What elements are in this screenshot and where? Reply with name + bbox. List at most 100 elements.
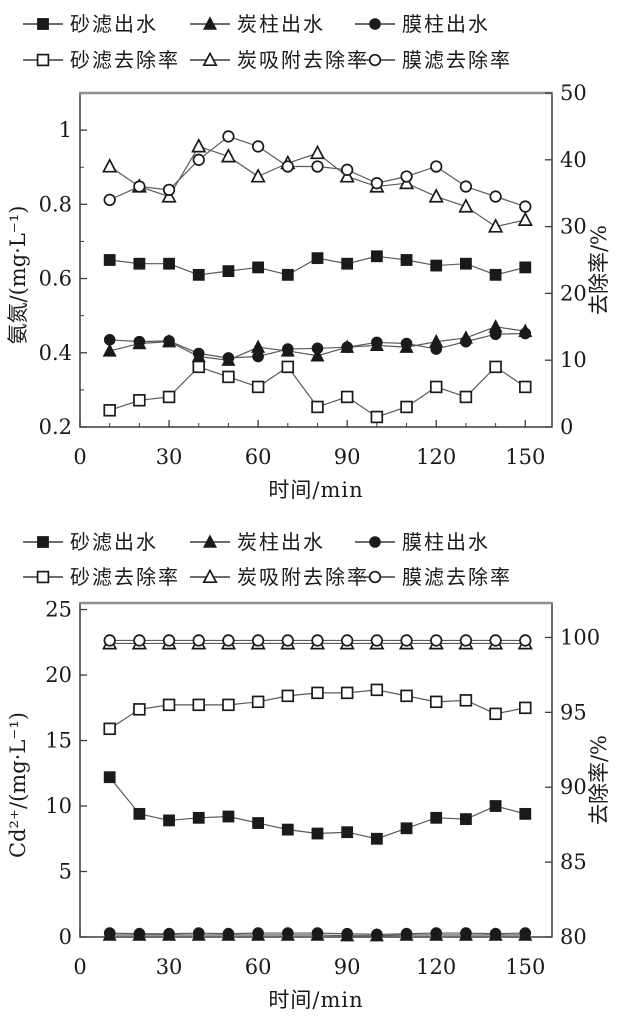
data-point-sand-removal [251,380,265,394]
data-point-sand-effluent [103,771,116,784]
data-point-sand-effluent [192,811,205,824]
y-left-tick-label: 0.4 [39,341,72,365]
data-point-sand-removal [162,390,176,404]
y-right-tick-label: 90 [560,775,587,799]
y-right-axis-title: 去除率/% [587,735,611,825]
data-point-carbon-effluent [102,343,117,357]
data-point-membrane-effluent [460,335,472,348]
data-point-sand-removal [311,686,324,700]
x-tick-label: 120 [416,955,456,979]
legend-label-sand-removal: 砂滤去除率 [70,48,180,72]
y-right-axis: 0 10 20 30 40 50 去除率/% [545,81,611,439]
legend-item-sand-effluent: 砂滤出水 [23,530,156,554]
legend-label-carbon-removal: 炭吸附去除率 [237,565,369,589]
data-point-carbon-effluent [251,339,266,353]
data-point-membrane-removal [192,634,205,647]
data-point-membrane-removal [251,140,265,153]
plot-border [79,602,553,938]
y-left-axis: 0.2 0.4 0.6 0.8 1 氨氮/(mg·L⁻¹) [6,118,87,439]
data-point-carbon-removal [191,138,207,153]
data-point-sand-removal [281,360,295,374]
data-point-sand-removal [400,689,413,703]
data-point-membrane-effluent [311,342,324,355]
data-point-membrane-removal [311,160,324,173]
data-point-membrane-removal [103,634,116,647]
x-tick-label: 90 [334,445,361,469]
triangle-filled-icon [202,16,218,30]
data-point-sand-removal [519,380,532,394]
legend-item-membrane-effluent: 膜柱出水 [355,530,490,554]
data-point-sand-effluent [460,257,472,270]
data-point-membrane-removal [459,180,473,193]
data-point-sand-effluent [281,823,294,836]
data-point-sand-effluent [341,826,354,839]
data-point-carbon-removal [487,218,504,233]
data-point-membrane-removal [459,634,473,647]
data-point-sand-removal [192,698,205,712]
data-point-sand-effluent [281,268,294,281]
cadmium-chart-block: 砂滤出水 炭柱出水 膜柱出水 砂滤去除率 炭吸附去除率 膜滤去除率 0 30 60 90 120 15… [0,510,638,1021]
data-point-sand-effluent [133,807,146,820]
y-right-tick-label: 50 [560,81,587,105]
data-point-sand-removal [133,703,146,716]
data-point-sand-effluent [460,813,472,826]
data-point-membrane-effluent [163,335,175,347]
legend-label-membrane-effluent: 膜柱出水 [402,530,490,554]
x-tick-label: 150 [505,445,545,469]
data-point-membrane-removal [162,634,176,647]
data-point-sand-removal [519,701,532,715]
data-point-carbon-removal [458,198,474,213]
data-point-membrane-effluent [371,336,383,349]
data-point-carbon-effluent [310,348,325,362]
data-point-membrane-effluent [163,927,175,940]
data-point-membrane-effluent [311,927,324,939]
data-point-sand-removal [400,400,413,414]
y-right-tick-label: 85 [560,850,587,874]
y-left-tick-label: 0 [59,925,72,949]
data-point-sand-effluent [163,814,175,827]
data-point-sand-removal [429,380,443,394]
plot-area [79,91,553,428]
data-point-carbon-removal [250,168,266,183]
series-sand-effluent [103,250,532,281]
data-point-membrane-removal [519,200,532,213]
data-point-sand-removal [489,707,502,721]
data-point-sand-effluent [222,265,235,278]
data-point-sand-effluent [252,261,265,274]
legend-item-membrane-removal: 膜滤去除率 [355,48,510,72]
data-point-sand-removal [459,694,473,707]
legend-item-carbon-effluent: 炭柱出水 [190,530,323,554]
series-sand-removal [103,683,532,736]
data-point-membrane-effluent [430,927,443,939]
data-point-membrane-effluent [252,927,264,939]
data-point-sand-effluent [370,832,383,845]
data-point-sand-removal [370,410,384,424]
data-point-membrane-effluent [400,337,413,350]
x-tick-label: 30 [156,955,183,979]
data-point-sand-removal [162,698,176,712]
y-left-tick-label: 25 [45,598,72,622]
series-membrane-effluent [103,927,532,941]
legend-item-carbon-removal: 炭吸附去除率 [190,48,367,72]
circle-open-icon [368,53,382,67]
data-point-membrane-effluent [281,927,294,939]
data-point-membrane-effluent [222,352,235,364]
data-point-membrane-removal [251,634,265,647]
plot-area [79,601,553,938]
data-point-sand-effluent [400,822,413,835]
data-point-sand-removal [133,394,146,407]
data-point-membrane-removal [519,634,532,647]
data-point-membrane-removal [281,160,294,173]
data-point-sand-removal [251,695,265,709]
data-point-sand-removal [103,404,116,417]
data-point-sand-removal [222,370,235,384]
triangle-open-icon [202,51,218,67]
data-point-membrane-removal [489,634,502,647]
legend-label-sand-effluent: 砂滤出水 [70,12,158,36]
x-axis: 0 30 60 90 120 150 时间/min [73,420,545,502]
x-tick-label: 0 [73,445,86,469]
data-point-sand-effluent [519,261,532,274]
data-point-sand-effluent [222,810,235,823]
circle-filled-icon [369,18,381,30]
